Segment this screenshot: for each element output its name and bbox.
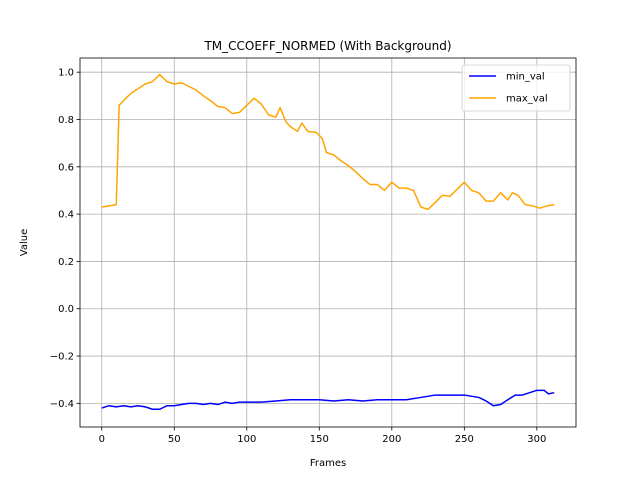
tick-layer: 0 50 100 150 200 250 300 −0.4 −0.2 0.0 0.2 0.4 0.6 0.… bbox=[50, 68, 547, 445]
y-tick-label: −0.2 bbox=[50, 352, 74, 363]
y-tick-label: 0.0 bbox=[58, 304, 74, 315]
grid-layer bbox=[80, 58, 576, 427]
x-tick-label: 0 bbox=[99, 434, 105, 445]
plot-frame bbox=[79, 57, 577, 428]
y-tick-label: 0.8 bbox=[58, 115, 74, 126]
x-tick-label: 300 bbox=[527, 434, 546, 445]
y-tick-label: 0.4 bbox=[58, 210, 74, 221]
x-axis-label: Frames bbox=[310, 458, 346, 469]
legend-label-min-val: min_val bbox=[506, 72, 545, 83]
legend-label-max-val: max_val bbox=[506, 94, 548, 105]
chart-title: TM_CCOEFF_NORMED (With Background) bbox=[203, 39, 451, 53]
y-tick-label: −0.4 bbox=[50, 399, 74, 410]
series-layer bbox=[101, 73, 555, 411]
x-tick-label: 150 bbox=[310, 434, 329, 445]
y-axis-label: Value bbox=[19, 229, 30, 256]
legend: min_val max_val bbox=[461, 64, 571, 112]
series-line-max-val bbox=[101, 73, 555, 211]
series-line-min-val bbox=[101, 389, 555, 411]
y-tick-label: 0.2 bbox=[58, 257, 74, 268]
x-tick-label: 100 bbox=[237, 434, 256, 445]
x-tick-label: 200 bbox=[382, 434, 401, 445]
y-tick-label: 1.0 bbox=[58, 68, 74, 79]
x-tick-label: 50 bbox=[168, 434, 181, 445]
y-tick-label: 0.6 bbox=[58, 162, 74, 173]
x-tick-label: 250 bbox=[455, 434, 474, 445]
